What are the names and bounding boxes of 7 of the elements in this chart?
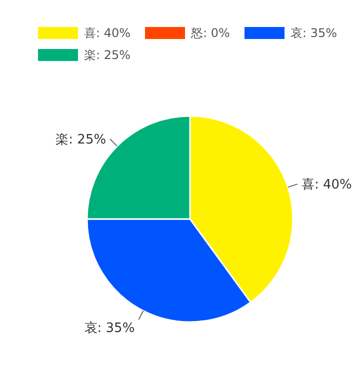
slice-label: 喜: 40% — [301, 178, 352, 193]
slice-label: 楽: 25% — [56, 132, 106, 148]
legend-label: 喜: 40% — [84, 26, 131, 40]
slice-label: 哀: 35% — [84, 321, 135, 336]
legend-label: 哀: 35% — [290, 26, 338, 40]
legend-label: 怒: 0% — [190, 26, 230, 40]
legend-label: 楽: 25% — [84, 48, 131, 62]
